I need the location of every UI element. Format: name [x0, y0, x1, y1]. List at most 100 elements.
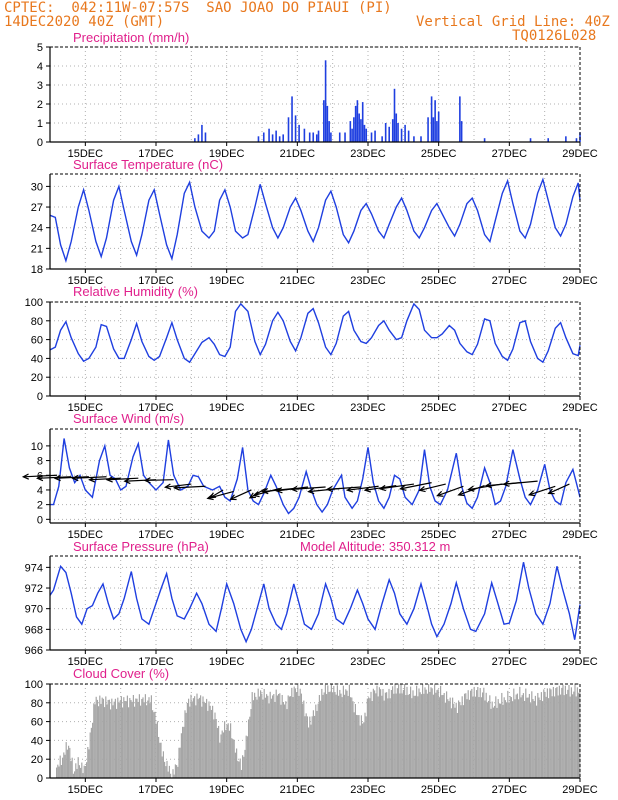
rh-ytick-label: 0	[37, 391, 43, 403]
cloud-bar	[351, 697, 353, 778]
precip-bar	[262, 132, 265, 142]
temp-series-line	[49, 177, 581, 264]
cloud-bar	[362, 723, 364, 778]
wind-arrow-head	[71, 474, 79, 482]
temp-title: Surface Temperature (nC)	[73, 157, 223, 172]
cloud-bar	[405, 695, 407, 778]
cloud-bar	[408, 694, 410, 778]
temp-xtick-label: 29DEC	[562, 275, 598, 287]
cloud-bar	[488, 700, 490, 778]
cloud-bar	[328, 692, 330, 778]
cloud-bar	[464, 693, 466, 778]
rh-xtick-label: 19DEC	[209, 402, 245, 414]
cloud-bar	[462, 705, 464, 778]
cloud-bar	[358, 715, 360, 778]
wind-arrow-head	[307, 487, 315, 495]
cloud-bar	[521, 695, 523, 778]
cloud-bar	[338, 695, 340, 778]
precip-bar	[351, 128, 353, 142]
cloud-bar	[262, 699, 264, 778]
cloud-bar	[525, 688, 527, 778]
cloud-bar	[77, 757, 79, 778]
cloud-bar	[93, 703, 95, 778]
cloud-bar	[83, 765, 85, 778]
cloud-bar	[312, 710, 314, 778]
cloud-bar	[327, 685, 329, 778]
cloud-bar	[303, 700, 305, 778]
cloud-bar	[173, 774, 175, 778]
cloud-bar	[538, 697, 540, 778]
cloud-bar	[190, 694, 192, 778]
cloud-bar	[371, 701, 373, 778]
cloud-bar	[557, 695, 559, 778]
cloud-bar	[350, 697, 352, 778]
cloud-bar	[460, 705, 462, 778]
wind-arrow-head	[399, 484, 407, 491]
precip-bar	[330, 132, 332, 142]
wind-arrow-head	[229, 494, 237, 501]
wind-arrow-shaft	[72, 476, 107, 479]
wind-xtick-label: 27DEC	[492, 529, 528, 541]
cloud-bar	[264, 697, 266, 778]
cloud-bar	[574, 684, 576, 778]
precip-bar	[354, 105, 357, 142]
cloud-bar	[339, 689, 341, 778]
wind-arrow-head	[88, 476, 96, 483]
cloud-bar	[461, 696, 463, 778]
cloud-bar	[226, 724, 228, 778]
wind-arrow-shaft	[89, 477, 121, 481]
cloud-bar	[206, 698, 208, 778]
cloud-bar	[198, 697, 200, 778]
cloud-bar	[520, 697, 522, 778]
precip-ytick-label: 1	[37, 118, 43, 130]
cloud-bar	[454, 707, 456, 778]
cloud-bar	[368, 697, 370, 778]
precip-bar	[271, 134, 274, 142]
precip-bar	[338, 132, 341, 142]
cloud-bar	[551, 696, 553, 778]
cloud-bar	[161, 756, 163, 778]
cloud-bar	[305, 713, 307, 778]
rh-xtick-label: 29DEC	[562, 402, 598, 414]
cloud-bar	[160, 742, 162, 778]
cloud-bar	[306, 716, 308, 778]
cloud-bar	[504, 700, 506, 778]
wind-xtick-label: 17DEC	[138, 529, 174, 541]
cloud-bar	[524, 700, 526, 778]
cloud-bar	[442, 694, 444, 778]
cloud-bar	[176, 765, 178, 778]
wind-arrow	[346, 485, 379, 493]
cloud-bar	[508, 702, 510, 778]
cloud-bar	[354, 704, 356, 778]
cloud-bar	[539, 700, 541, 778]
precip-ytick-label: 4	[37, 61, 43, 73]
cloud-bar	[353, 712, 355, 778]
cloud-bar	[251, 692, 253, 778]
wind-arrow-shaft	[207, 490, 234, 500]
cloud-bar	[334, 692, 336, 778]
cloud-bar	[544, 691, 546, 778]
cloud-bar	[345, 689, 347, 778]
cloud-bar	[434, 684, 436, 778]
pres-xtick-label: 29DEC	[562, 656, 598, 668]
cloud-bar	[102, 698, 104, 778]
cloud-bar	[500, 703, 502, 778]
rh-panel: 0 20 40 60 80 100 15DEC 17DEC 19DEC 21DEC 23DEC 25D…	[25, 284, 598, 414]
temp-xtick-label: 27DEC	[492, 275, 528, 287]
cloud-bar	[138, 694, 140, 778]
precip-bar	[349, 121, 352, 142]
cloud-bar	[132, 694, 134, 778]
cloud-bar	[244, 749, 246, 778]
cloud-bar	[195, 705, 197, 778]
pres-ytick-label: 966	[25, 645, 43, 657]
precip-bar	[430, 96, 433, 142]
pres-ytick-label: 968	[25, 624, 43, 636]
precip-bar	[201, 124, 203, 142]
cloud-bar	[280, 704, 282, 778]
cloud-bar	[466, 699, 468, 778]
wind-arrow-shaft	[437, 485, 464, 497]
cloud-bar	[107, 699, 109, 778]
cloud-bar	[213, 719, 215, 778]
cloud-bar	[287, 695, 289, 778]
cloud-bar	[395, 693, 397, 778]
